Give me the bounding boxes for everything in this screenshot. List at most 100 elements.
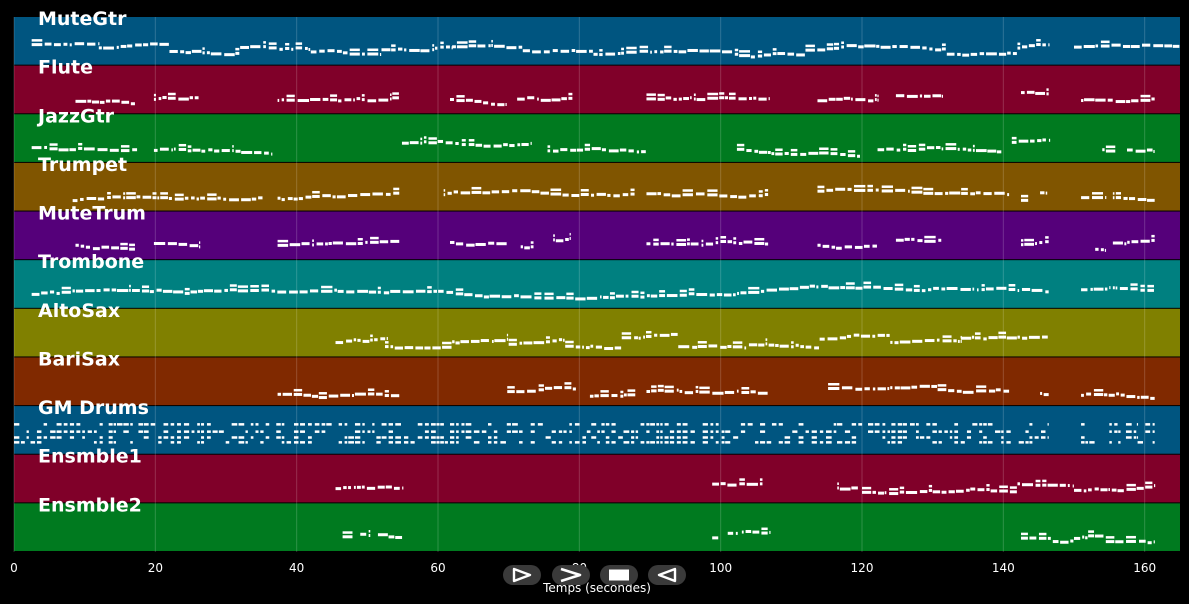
note [1035, 483, 1041, 487]
note [99, 441, 103, 444]
note [123, 196, 126, 200]
note [158, 436, 162, 439]
note [828, 383, 840, 386]
note [1094, 487, 1099, 491]
note [630, 192, 635, 196]
note [594, 394, 599, 398]
note [365, 240, 368, 244]
note [887, 430, 891, 433]
track-label: Ensmble2 [38, 494, 142, 516]
note [116, 45, 119, 49]
note [862, 490, 872, 494]
note [935, 146, 941, 150]
note [758, 194, 763, 198]
note [999, 485, 1008, 489]
note [1042, 43, 1046, 47]
note [507, 386, 515, 389]
note [611, 430, 616, 433]
note [875, 188, 879, 192]
note [1093, 393, 1104, 397]
note [1093, 389, 1104, 392]
note [725, 430, 731, 433]
note [837, 486, 839, 490]
track-band [14, 114, 1180, 162]
note [36, 441, 42, 444]
note [44, 42, 52, 46]
note [877, 94, 879, 98]
note [839, 336, 847, 340]
note [909, 423, 915, 426]
note [604, 347, 614, 351]
stop-button[interactable] [600, 565, 638, 585]
note [1105, 540, 1115, 544]
note [440, 41, 444, 45]
note [206, 51, 210, 55]
note [702, 436, 708, 439]
note [156, 288, 162, 292]
note [659, 290, 666, 293]
note [173, 290, 184, 294]
note [1095, 44, 1099, 48]
note [506, 423, 511, 426]
play-button[interactable] [503, 565, 541, 585]
note [825, 441, 832, 444]
note [390, 289, 401, 293]
note [715, 441, 719, 444]
x-tick-label: 140 [992, 561, 1015, 575]
note [657, 388, 664, 392]
note [899, 45, 908, 49]
note [941, 287, 946, 291]
note [656, 436, 660, 439]
note [232, 145, 234, 148]
track-band [14, 162, 1180, 211]
note [314, 430, 320, 433]
note [210, 52, 222, 56]
back-button[interactable] [648, 565, 686, 585]
note [58, 148, 69, 152]
note [129, 243, 135, 247]
note [855, 98, 866, 102]
note [1047, 423, 1049, 426]
note [357, 289, 369, 293]
note [346, 339, 353, 343]
note [1130, 283, 1138, 286]
note [931, 384, 938, 388]
note [855, 286, 863, 290]
note [87, 42, 96, 46]
track-label: Flute [38, 57, 93, 79]
note [816, 285, 819, 289]
note [676, 430, 681, 433]
note [537, 423, 543, 426]
note [591, 193, 595, 197]
note [263, 41, 266, 44]
note [558, 441, 563, 444]
note [440, 423, 444, 426]
note [778, 441, 783, 444]
note [348, 436, 354, 439]
note [863, 285, 872, 289]
note [1028, 44, 1035, 48]
note [960, 287, 971, 291]
note [345, 242, 357, 246]
note [911, 237, 915, 241]
note [919, 384, 930, 388]
forward-button[interactable] [552, 565, 590, 585]
note [342, 531, 353, 534]
note [565, 340, 574, 344]
note [75, 243, 79, 247]
note [443, 189, 446, 192]
note [1152, 430, 1155, 433]
note [946, 286, 958, 290]
note [152, 196, 157, 200]
note [640, 295, 645, 299]
note [420, 137, 423, 141]
note [187, 149, 192, 153]
note [1021, 287, 1031, 291]
note [766, 288, 777, 292]
note [276, 436, 281, 439]
note [391, 44, 396, 47]
track-label: AltoSax [38, 300, 120, 322]
note [471, 190, 482, 194]
note [962, 53, 970, 57]
note [522, 49, 530, 53]
